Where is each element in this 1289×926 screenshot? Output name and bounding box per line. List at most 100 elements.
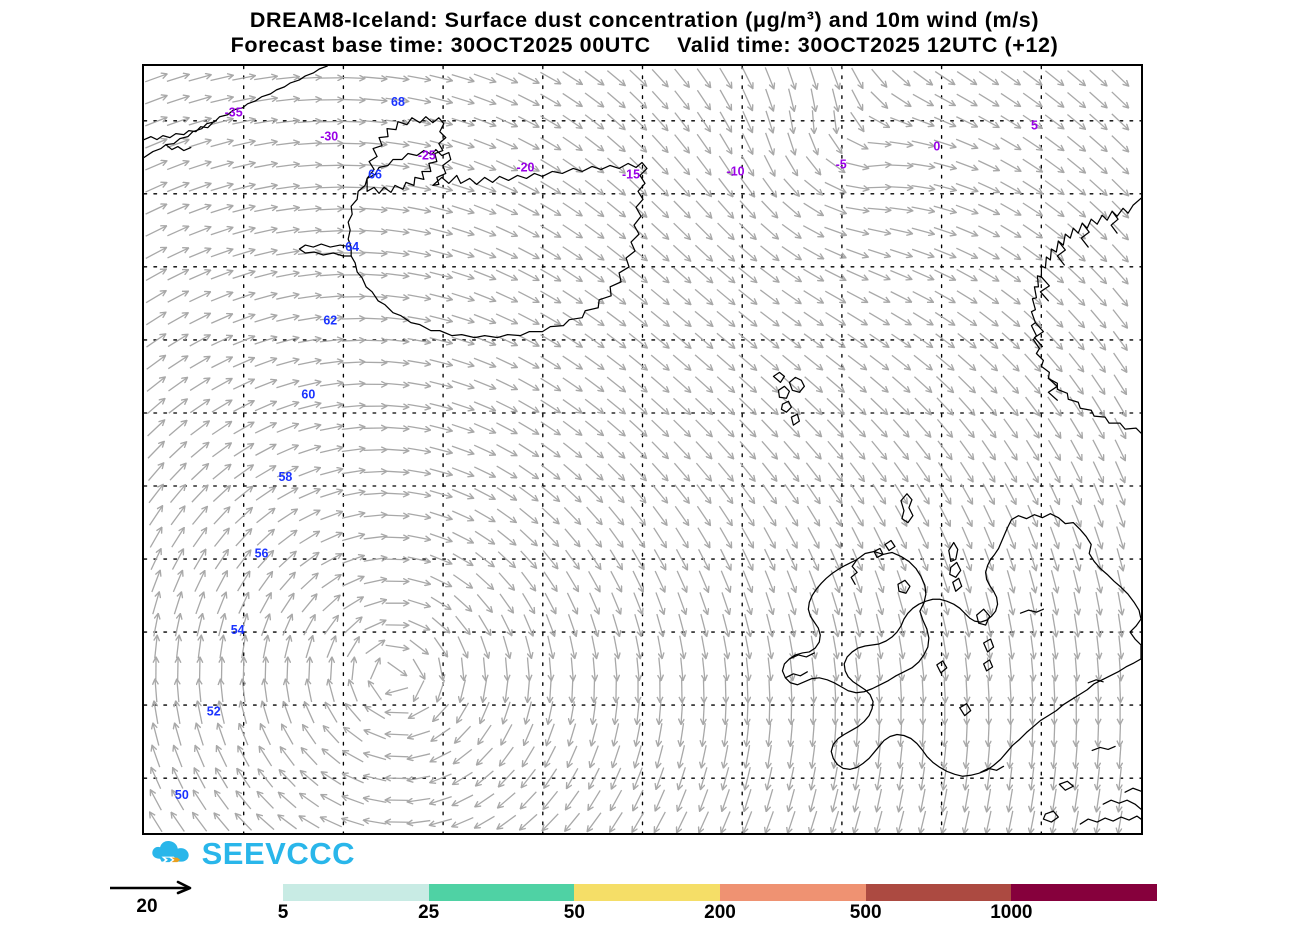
wind-arrow [563,269,582,282]
wind-arrow [695,398,712,414]
wind-arrow [1118,789,1121,812]
wind-arrow [828,441,843,459]
wind-arrow [1067,136,1085,151]
wind-arrow [1090,180,1107,195]
wind-arrow [829,134,842,153]
wind-arrow [1067,180,1085,195]
wind-arrow [786,156,798,176]
wind-arrow [962,505,972,525]
wind-arrow [868,250,890,257]
wind-arrow [934,184,956,190]
wind-arrow [298,230,321,232]
wind-arrow [541,160,561,172]
wind-arrow [891,94,910,107]
wind-arrow [917,484,929,503]
wind-arrow [518,248,538,259]
wind-arrow [150,812,162,831]
wind-arrow [145,118,166,126]
wind-arrow [571,657,573,680]
wind-arrow [386,559,409,560]
wind-arrow [523,593,535,613]
wind-arrow [430,797,452,804]
wind-arrow [1031,657,1033,680]
wind-arrow [1114,353,1127,372]
wind-arrow [766,111,773,133]
wind-arrow [607,399,625,414]
wind-arrow [496,423,516,434]
wind-arrow [739,355,756,370]
wind-arrow [957,72,976,85]
wind-arrow [254,272,276,278]
wind-arrow [651,399,668,414]
wind-arrow [1115,440,1125,460]
wind-arrow [675,69,689,87]
wind-arrow [673,377,690,392]
wind-arrow [876,614,881,636]
wind-arrow [806,441,821,458]
wind-arrow [195,746,204,767]
wind-arrow [854,811,860,833]
wind-arrow [1008,811,1013,833]
wind-arrow [652,135,667,152]
wind-arrow [674,201,690,218]
wind-arrow [194,791,207,810]
wind-arrow [697,90,710,109]
wind-arrow [430,163,452,169]
wind-arrow [303,725,316,744]
wind-arrow [276,359,298,365]
longitude-label: -10 [727,164,745,178]
wind-arrow [763,506,775,525]
wind-arrow [983,462,995,481]
wind-arrow [258,792,274,809]
wind-arrow [476,771,494,786]
wind-arrow [563,334,582,347]
wind-arrow [518,270,538,281]
latitude-label: 56 [255,546,269,560]
wind-arrow [878,679,879,702]
wind-arrow [1112,70,1129,86]
latitude-label: 66 [368,167,382,181]
wind-arrow [900,745,902,768]
wind-arrow [211,357,232,367]
wind-arrow [846,185,869,189]
colorbar-tick-label: 200 [704,902,736,924]
wind-arrow [408,535,431,539]
wind-arrow [211,141,233,147]
wind-arrow [1118,570,1123,592]
wind-arrow [298,165,321,167]
wind-arrow [921,789,925,811]
wind-arrow [543,529,559,546]
wind-arrow [276,186,299,189]
wind-arrow [695,355,712,370]
wind-arrow [959,398,974,415]
wind-arrow [585,421,603,435]
wind-arrow [343,597,363,609]
wind-arrow [150,528,161,548]
wind-arrow [586,443,603,458]
wind-arrow [1023,137,1042,150]
wind-arrow [460,680,465,702]
wind-arrow [760,312,778,326]
wind-arrow [366,640,385,653]
wind-arrow [437,680,444,702]
wind-arrow [349,680,357,701]
wind-arrow [847,270,868,279]
wind-arrow [386,756,409,757]
wind-arrow [543,791,557,809]
wind-arrow [982,419,996,437]
wind-arrow [364,252,387,253]
wind-arrow [496,183,517,193]
wind-arrow [978,204,999,214]
wind-arrow [364,730,385,739]
wind-arrow [408,731,430,738]
wind-arrow [342,384,365,386]
wind-arrow [747,701,748,724]
wind-arrow [701,745,706,767]
wind-arrow [342,513,364,518]
wind-arrow [631,485,646,502]
wind-arrow [301,574,318,590]
wind-arrow [352,658,354,681]
wind-arrow [868,271,889,280]
